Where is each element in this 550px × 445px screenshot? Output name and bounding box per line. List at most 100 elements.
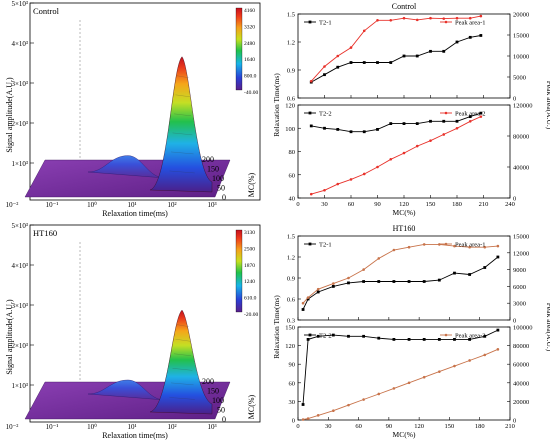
data-point [422, 243, 426, 246]
y-tick-label: 90 [289, 362, 296, 369]
data-point [362, 130, 366, 134]
data-point [316, 287, 320, 291]
data-point [332, 282, 335, 285]
data-point [402, 122, 406, 125]
y-tick-label: 120 [285, 343, 295, 350]
data-point [347, 276, 350, 280]
colorbar-tick-label: 1640 [244, 57, 255, 63]
data-point [468, 16, 472, 20]
data-point [376, 61, 379, 64]
y-axis-title: Signal amplitude(A.U.) [5, 77, 14, 153]
y-tick-label: 60 [289, 380, 296, 387]
data-point [496, 348, 500, 351]
data-point [455, 16, 459, 20]
data-point [389, 157, 393, 161]
mc-tick-label: 200 [202, 377, 214, 386]
y2-tick-label: 9000 [513, 267, 526, 274]
data-point [332, 409, 335, 413]
data-point [376, 128, 379, 131]
data-point [468, 273, 472, 276]
data-point [347, 403, 350, 407]
legend-marker [444, 20, 448, 24]
y-tick-label: 1.2 [287, 40, 295, 47]
legend-label: T2-1 [319, 242, 332, 249]
y2-tick-label: 80000 [513, 343, 529, 350]
surface-contour [173, 353, 192, 356]
y2-tick-label: 40000 [513, 380, 529, 387]
data-point [422, 375, 426, 379]
data-point [349, 61, 353, 64]
data-point [306, 296, 310, 299]
x-axis-title: MC(%) [393, 208, 416, 217]
legend-label: T2-2 [319, 111, 332, 118]
colorbar-tick-label: 1240 [244, 279, 255, 285]
surface-panel-0: Control 5×10³ 4×10³ 3×10³ 2×10³ 1×10³ Signal a… [5, 0, 261, 218]
y2-tick-label: 6000 [513, 284, 526, 291]
mc-tick-label: 150 [207, 165, 219, 174]
data-point [453, 271, 456, 275]
data-point [422, 280, 426, 283]
surface-contour [175, 339, 191, 342]
x-axis-title: Relaxation time(ms) [102, 209, 168, 218]
x-tick-label: 120 [399, 201, 409, 208]
x-tick-label: 10² [167, 201, 176, 209]
data-point [455, 126, 459, 130]
data-point [402, 54, 406, 58]
y2-tick-label: 5000 [513, 75, 526, 82]
x-tick-label: 10⁰ [87, 423, 97, 431]
data-point [362, 172, 366, 176]
data-point [389, 19, 393, 22]
data-point [468, 119, 472, 123]
surface-contour [170, 382, 194, 386]
data-point [323, 188, 326, 192]
data-point [392, 338, 396, 341]
legend-marker [444, 111, 448, 115]
y2-tick-label: 0 [513, 318, 516, 325]
y-tick-label: 5×10³ [11, 222, 28, 230]
data-point [429, 119, 432, 123]
colorbar-tick-label: 2480 [244, 41, 255, 47]
y2-axis-title: Peak area(A.U.) [545, 81, 550, 130]
colorbar-tick-label: 4160 [244, 8, 255, 14]
y2-tick-label: 120000 [513, 103, 533, 110]
legend-marker [308, 111, 312, 115]
y-tick-label: 120 [285, 103, 295, 110]
mc-tick-label: 150 [207, 387, 219, 396]
colorbar-tick-label: 2500 [244, 246, 255, 252]
line-title: HT160 [393, 224, 416, 233]
surface-contour [176, 324, 189, 327]
colorbar-tick-label: -20.00 [244, 312, 258, 318]
surface-frame [29, 224, 261, 423]
data-point [468, 338, 472, 341]
series-line-t2-1 [311, 35, 481, 83]
y2-tick-label: 20000 [513, 12, 529, 19]
x-tick-label: 10¹ [127, 201, 136, 209]
data-point [442, 17, 446, 20]
y-tick-label: 5×10³ [11, 0, 28, 8]
mc-tick-label: 200 [202, 155, 214, 164]
y2-tick-label: 12000 [513, 250, 529, 257]
data-point [316, 334, 320, 338]
data-point [442, 119, 446, 123]
x-tick-label: 120 [414, 423, 424, 430]
y-tick-label: 0.6 [287, 96, 296, 103]
data-point [438, 370, 441, 373]
data-point [496, 244, 500, 248]
colorbar-tick-label: 3130 [244, 230, 255, 236]
data-point [479, 111, 483, 115]
subplot-bottom: 0 30 60 90 120 150 0 20000 40000 60000 80000 100000… [285, 325, 532, 425]
data-point [453, 244, 456, 248]
data-point [442, 133, 446, 136]
x-tick-label: 210 [479, 201, 489, 208]
y-tick-label: 3×10³ [11, 302, 28, 310]
x-tick-label: 10³ [207, 201, 216, 209]
surface-contour [172, 132, 193, 136]
surface-peak-small [87, 155, 166, 179]
surface-contour [172, 368, 193, 371]
y2-tick-label: 60000 [513, 362, 529, 369]
data-point [301, 418, 305, 421]
data-point [323, 73, 326, 77]
data-point [468, 359, 471, 362]
data-point [336, 182, 340, 186]
data-point [453, 338, 456, 341]
